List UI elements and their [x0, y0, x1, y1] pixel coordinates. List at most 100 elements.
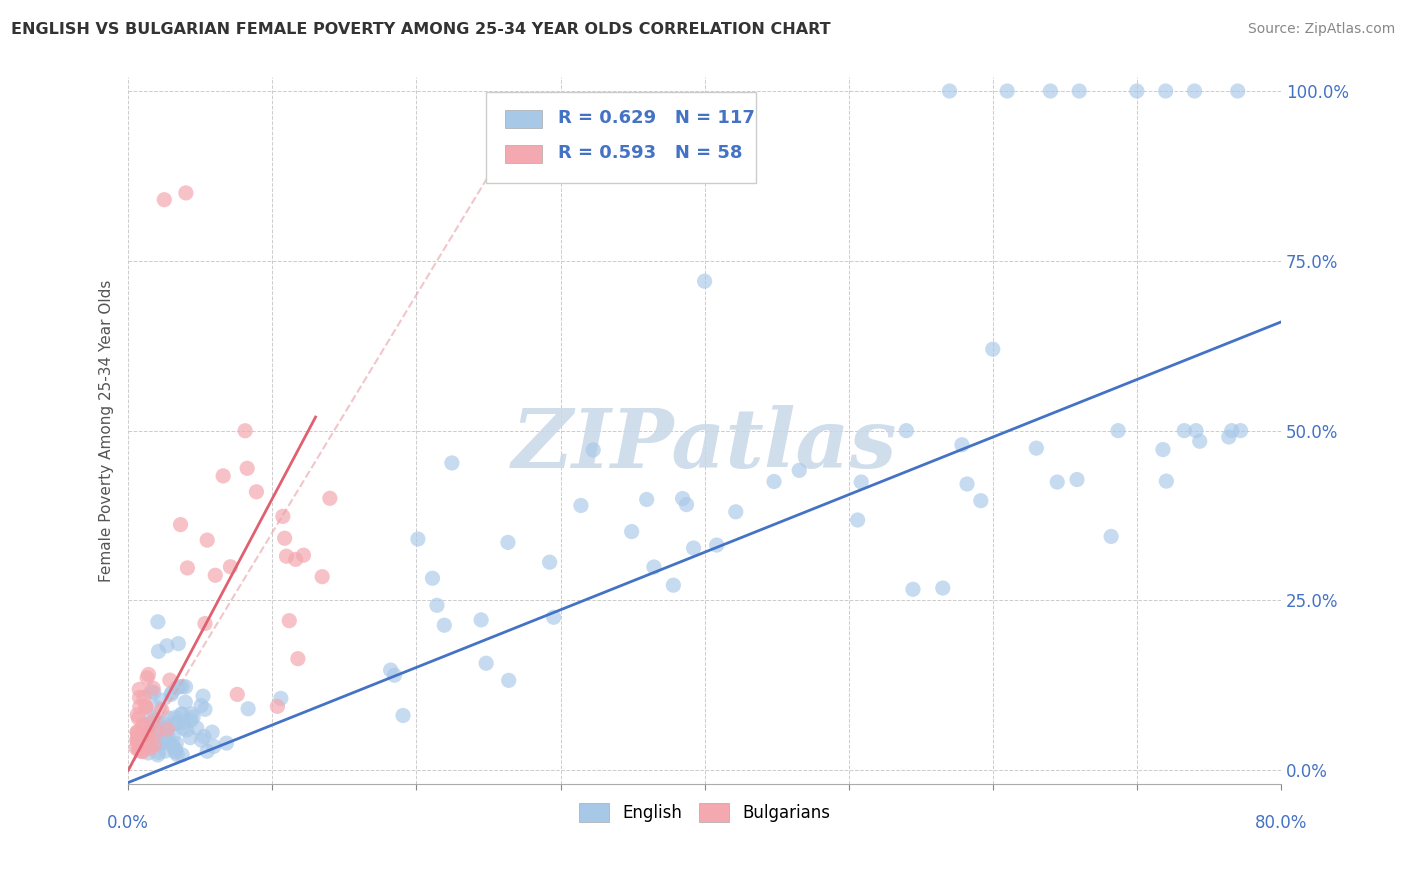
Point	[1229, 424, 1251, 438]
Point	[165, 745, 187, 759]
Point	[1226, 84, 1249, 98]
Point	[128, 732, 150, 747]
Point	[1099, 529, 1122, 543]
Point	[190, 698, 212, 713]
Point	[1173, 424, 1195, 438]
Text: ZIPatlas: ZIPatlas	[512, 405, 897, 484]
Point	[569, 499, 592, 513]
Point	[219, 559, 242, 574]
Point	[174, 680, 197, 694]
Point	[682, 541, 704, 555]
Text: Source: ZipAtlas.com: Source: ZipAtlas.com	[1247, 22, 1395, 37]
Point	[136, 727, 159, 741]
Text: 80.0%: 80.0%	[1254, 814, 1308, 832]
Point	[191, 689, 214, 703]
Point	[675, 498, 697, 512]
Bar	[505, 145, 543, 163]
Point	[1154, 84, 1177, 98]
Point	[156, 639, 179, 653]
Point	[932, 581, 955, 595]
Point	[132, 720, 155, 734]
FancyBboxPatch shape	[485, 92, 756, 184]
Point	[787, 463, 810, 477]
Point	[1156, 474, 1178, 488]
Point	[127, 711, 149, 725]
Point	[496, 535, 519, 549]
Point	[127, 727, 149, 741]
Point	[142, 714, 165, 728]
Point	[1218, 430, 1240, 444]
Point	[950, 438, 973, 452]
Point	[636, 492, 658, 507]
Point	[1126, 84, 1149, 98]
Point	[143, 713, 166, 727]
Point	[169, 517, 191, 532]
Point	[763, 475, 786, 489]
Point	[384, 668, 406, 682]
Point	[1046, 475, 1069, 489]
Point	[146, 715, 169, 730]
Point	[433, 618, 456, 632]
Bar	[505, 110, 543, 128]
Point	[1184, 84, 1206, 98]
Point	[149, 724, 172, 739]
Point	[127, 732, 149, 747]
Point	[127, 735, 149, 749]
Point	[132, 745, 155, 759]
Point	[236, 461, 259, 475]
Point	[172, 721, 194, 735]
Point	[150, 693, 173, 707]
Point	[693, 274, 716, 288]
Point	[138, 731, 160, 746]
Point	[226, 687, 249, 701]
Point	[128, 682, 150, 697]
Point	[380, 663, 402, 677]
Point	[166, 715, 188, 730]
Point	[170, 707, 193, 722]
Point	[284, 552, 307, 566]
Point	[582, 442, 605, 457]
Point	[128, 742, 150, 756]
Point	[163, 739, 186, 754]
Point	[901, 582, 924, 597]
Point	[981, 342, 1004, 356]
Point	[128, 690, 150, 705]
Point	[165, 743, 187, 757]
Point	[194, 616, 217, 631]
Point	[470, 613, 492, 627]
Point	[186, 721, 208, 735]
Point	[153, 193, 176, 207]
Point	[160, 685, 183, 699]
Point	[245, 484, 267, 499]
Point	[172, 747, 194, 762]
Point	[1025, 441, 1047, 455]
Point	[311, 570, 333, 584]
Point	[165, 737, 187, 751]
Point	[129, 744, 152, 758]
Point	[146, 727, 169, 741]
Point	[995, 84, 1018, 98]
Point	[142, 738, 165, 752]
Point	[138, 667, 160, 681]
Point	[195, 744, 218, 758]
Point	[215, 736, 238, 750]
Point	[176, 561, 198, 575]
Point	[643, 560, 665, 574]
Point	[160, 739, 183, 753]
Point	[157, 711, 180, 725]
Point	[938, 84, 960, 98]
Point	[195, 533, 218, 548]
Point	[160, 688, 183, 702]
Point	[180, 706, 202, 721]
Point	[145, 734, 167, 748]
Point	[706, 538, 728, 552]
Point	[169, 680, 191, 694]
Point	[142, 681, 165, 696]
Point	[319, 491, 342, 506]
Point	[724, 505, 747, 519]
Point	[159, 673, 181, 688]
Point	[1066, 473, 1088, 487]
Point	[896, 424, 918, 438]
Point	[671, 491, 693, 506]
Point	[148, 746, 170, 760]
